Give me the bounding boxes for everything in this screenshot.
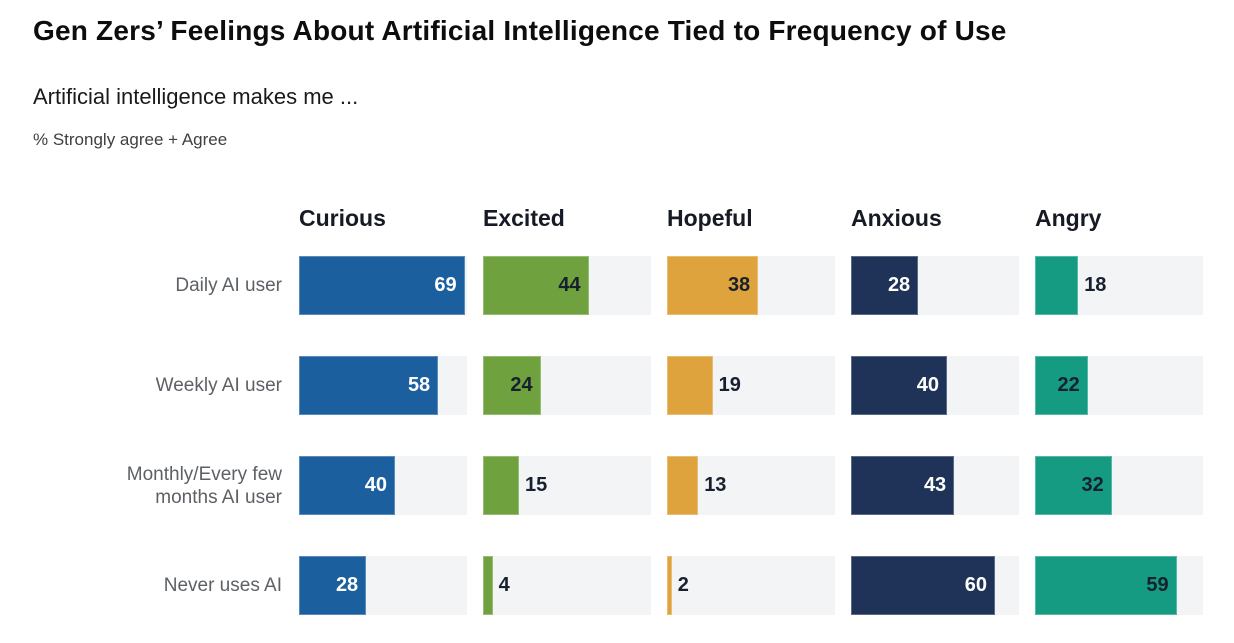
bar-track-anxious: 28 — [851, 256, 1019, 315]
bar-angry: 32 — [1035, 456, 1112, 515]
bar-value: 59 — [1146, 574, 1169, 596]
bar-value: 13 — [704, 474, 727, 496]
bar-track-anxious: 60 — [851, 556, 1019, 615]
column-header-curious: Curious — [299, 205, 386, 231]
bar-value: 38 — [727, 274, 751, 296]
bar-track-excited: 24 — [483, 356, 651, 415]
bar-angry: 22 — [1035, 356, 1088, 415]
row-label: Monthly/Every few months AI user — [126, 463, 282, 508]
bar-hopeful: 38 — [667, 256, 759, 315]
chart-title: Gen Zers’ Feelings About Artificial Inte… — [33, 15, 1007, 46]
column-header-excited: Excited — [483, 205, 565, 231]
bar-angry: 59 — [1035, 556, 1177, 615]
bar-curious: 69 — [299, 256, 465, 315]
bar-track-angry: 59 — [1035, 556, 1203, 615]
bar-track-curious: 58 — [299, 356, 467, 415]
bar-value: 40 — [364, 474, 387, 496]
bar-value: 15 — [525, 474, 548, 496]
bar-track-anxious: 43 — [851, 456, 1019, 515]
bar-excited: 24 — [483, 356, 541, 415]
bar-value: 24 — [510, 374, 533, 396]
bar-value: 18 — [1084, 274, 1107, 296]
bar-anxious: 60 — [851, 556, 995, 615]
header-spacer — [33, 204, 283, 256]
bar-hopeful — [667, 356, 713, 415]
row-label: Never uses AI — [163, 575, 282, 596]
bar-track-hopeful: 38 — [667, 256, 835, 315]
column-header-hopeful: Hopeful — [667, 205, 753, 231]
bar-track-curious: 40 — [299, 456, 467, 515]
chart-body: Daily AI user 69 44 38 28 18 Weekly AI user 58 2… — [33, 256, 1205, 615]
bar-value: 28 — [335, 574, 359, 596]
bar-track-excited: 15 — [483, 456, 651, 515]
bar-track-anxious: 40 — [851, 356, 1019, 415]
bar-track-hopeful: 2 — [667, 556, 835, 615]
bar-track-hopeful: 19 — [667, 356, 835, 415]
bar-anxious: 43 — [851, 456, 955, 515]
chart-subtitle: Artificial intelligence makes me ... — [33, 84, 359, 109]
chart-note: % Strongly agree + Agree — [33, 130, 228, 149]
bar-value: 58 — [407, 374, 431, 396]
column-header-anxious: Anxious — [851, 205, 942, 231]
bar-value: 28 — [887, 274, 911, 296]
bar-value: 40 — [916, 374, 939, 396]
column-header-row: Curious Excited Hopeful Anxious Angry — [33, 204, 1205, 256]
bar-hopeful — [667, 456, 699, 515]
bar-excited: 44 — [483, 256, 589, 315]
bar-value: 44 — [558, 274, 581, 296]
bar-curious: 58 — [299, 356, 439, 415]
bar-hopeful — [667, 556, 672, 615]
column-header-angry: Angry — [1035, 205, 1102, 231]
bar-anxious: 28 — [851, 256, 919, 315]
bar-track-excited: 44 — [483, 256, 651, 315]
bar-track-angry: 32 — [1035, 456, 1203, 515]
bar-value: 2 — [677, 574, 689, 596]
bar-value: 60 — [964, 574, 987, 596]
bar-track-excited: 4 — [483, 556, 651, 615]
bar-value: 22 — [1057, 374, 1080, 396]
bar-value: 43 — [923, 474, 947, 496]
bar-angry — [1035, 256, 1079, 315]
bar-excited — [483, 456, 519, 515]
bar-track-curious: 28 — [299, 556, 467, 615]
row-label: Weekly AI user — [155, 375, 282, 396]
bar-anxious: 40 — [851, 356, 947, 415]
bar-curious: 40 — [299, 456, 395, 515]
bar-value: 19 — [718, 374, 741, 396]
bar-track-angry: 18 — [1035, 256, 1203, 315]
bar-value: 4 — [498, 574, 510, 596]
bar-excited — [483, 556, 493, 615]
bar-value: 69 — [434, 274, 457, 296]
bar-value: 32 — [1081, 474, 1104, 496]
row-label: Daily AI user — [175, 275, 282, 296]
bar-track-hopeful: 13 — [667, 456, 835, 515]
bar-track-curious: 69 — [299, 256, 467, 315]
bar-curious: 28 — [299, 556, 367, 615]
bar-track-angry: 22 — [1035, 356, 1203, 415]
